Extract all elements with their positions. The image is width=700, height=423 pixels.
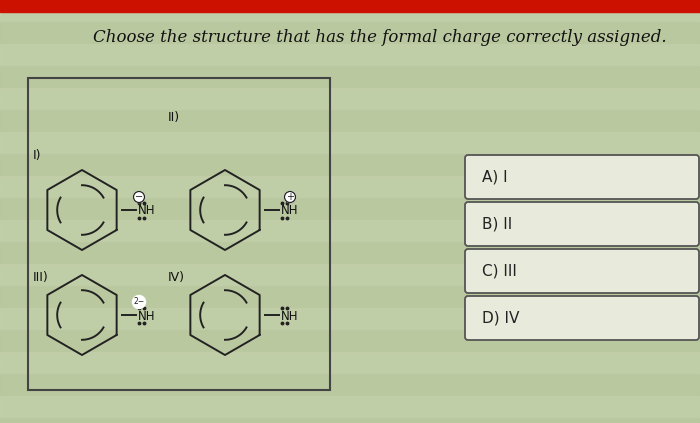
Bar — [0, 418, 700, 423]
Text: −: − — [135, 192, 143, 202]
Bar — [0, 396, 700, 418]
Bar — [0, 176, 700, 198]
Bar — [28, 78, 330, 390]
Text: D) IV: D) IV — [482, 310, 519, 326]
Text: NH: NH — [138, 310, 155, 322]
Text: IV): IV) — [168, 272, 185, 285]
Bar — [0, 198, 700, 220]
Bar — [0, 308, 700, 330]
Text: B) II: B) II — [482, 217, 512, 231]
Bar — [0, 22, 700, 44]
Text: NH: NH — [281, 310, 298, 322]
Bar — [0, 220, 700, 242]
Bar — [0, 286, 700, 308]
Bar — [0, 66, 700, 88]
Circle shape — [284, 192, 295, 203]
Text: A) I: A) I — [482, 170, 508, 184]
FancyBboxPatch shape — [465, 202, 699, 246]
Text: II): II) — [168, 112, 180, 124]
Circle shape — [132, 296, 146, 308]
Bar — [0, 374, 700, 396]
Text: III): III) — [33, 272, 49, 285]
FancyBboxPatch shape — [465, 155, 699, 199]
Bar — [0, 110, 700, 132]
Text: C) III: C) III — [482, 264, 517, 278]
Bar — [0, 352, 700, 374]
FancyBboxPatch shape — [465, 249, 699, 293]
FancyBboxPatch shape — [465, 296, 699, 340]
Text: +: + — [286, 192, 294, 202]
Text: 2−: 2− — [134, 297, 145, 307]
Text: I): I) — [33, 148, 41, 162]
Bar — [0, 0, 700, 12]
Bar — [0, 88, 700, 110]
Circle shape — [134, 192, 144, 203]
Bar — [0, 0, 700, 22]
Text: NH: NH — [138, 204, 155, 217]
Bar — [0, 44, 700, 66]
Bar — [0, 242, 700, 264]
Bar — [0, 154, 700, 176]
Text: Choose the structure that has the formal charge correctly assigned.: Choose the structure that has the formal… — [93, 30, 667, 47]
Bar — [0, 264, 700, 286]
Bar — [0, 132, 700, 154]
Text: NH: NH — [281, 204, 298, 217]
Bar — [0, 330, 700, 352]
